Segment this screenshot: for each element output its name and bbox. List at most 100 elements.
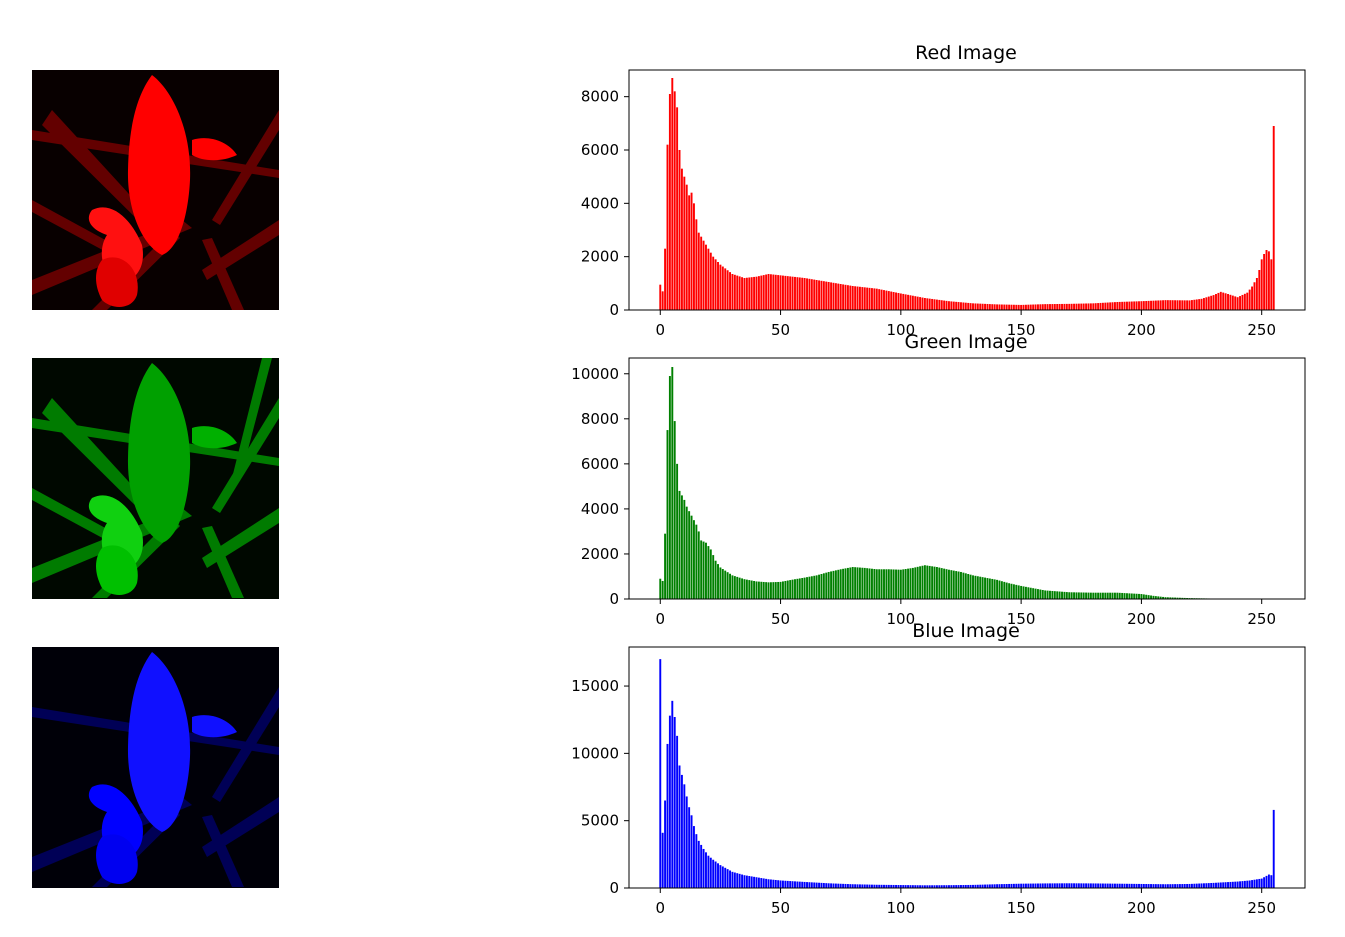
histogram-bar [757,581,760,599]
histogram-bar [755,581,758,599]
histogram-bar [1164,300,1167,310]
histogram-bar [688,807,691,888]
histogram-bar [1210,882,1213,888]
y-tick-label: 10000 [571,365,619,383]
histogram-bar [786,880,789,888]
histogram-bar [1039,883,1042,888]
histogram-bar [1027,587,1030,599]
histogram-bar [745,875,748,888]
histogram-bar [1159,884,1162,888]
histogram-bar [1217,882,1220,888]
histogram-bar [844,568,847,599]
histogram-bar [830,883,833,888]
histogram-bar [1070,883,1073,888]
histogram-bar [1012,883,1015,888]
histogram-bar [1133,883,1136,888]
histogram-bar [798,277,801,310]
histogram-bar [844,883,847,888]
histogram-bar [1015,304,1018,310]
histogram-bar [837,569,840,599]
histogram-bar [1176,300,1179,310]
histogram-bar [731,575,734,599]
histogram-bar [1130,883,1133,888]
histogram-bar [1178,597,1181,599]
histogram-bar [755,276,758,310]
histogram-bar [683,176,686,310]
histogram-bar [1159,596,1162,599]
histogram-bar [1150,884,1152,888]
histogram-bar [700,844,703,888]
histogram-bar [705,244,707,310]
x-tick-label: 50 [771,899,790,917]
histogram-bar [794,579,796,599]
histogram-bar [890,884,893,888]
x-tick-label: 0 [656,610,666,628]
histogram-bar [1215,882,1217,888]
histogram-bar [709,857,712,888]
histogram-bar [979,576,982,599]
y-tick-label: 6000 [581,455,619,473]
histogram-bar [1056,883,1059,888]
histogram-bar [1056,591,1059,599]
histogram-bar [772,582,775,599]
histogram-bar [1116,592,1119,599]
histogram-bar [1015,883,1018,888]
histogram-bar [1092,592,1095,599]
histogram-bar [878,569,881,599]
histogram-bar [719,865,722,888]
histogram-bar [702,541,705,599]
histogram-bar [938,885,941,888]
histogram-bar [784,275,787,310]
histogram-bar [919,885,922,888]
histogram-bar [738,276,741,310]
histogram-bar [1003,581,1006,599]
histogram-bar [883,290,885,310]
histogram-bar [842,284,845,310]
histogram-bar [779,880,782,888]
histogram-bar [1162,884,1165,888]
histogram-bar [976,576,979,599]
histogram-bar [1159,300,1162,310]
histogram-bar [854,567,857,599]
histogram-bar [981,303,984,310]
histogram-bar [1049,304,1051,310]
histogram-bar [726,869,729,888]
histogram-bar [895,884,897,888]
histogram-bar [945,569,948,599]
histogram-bar [878,884,881,888]
histogram-bar [1246,292,1249,310]
histogram-bar [1106,883,1109,888]
histogram-bar [813,575,816,599]
histogram-bar [1263,254,1266,310]
histogram-bar [849,884,852,888]
histogram-bar [813,279,816,310]
histogram-bar [892,292,895,310]
histogram-bar [996,579,999,599]
x-tick-label: 100 [887,610,916,628]
histogram-bar [709,252,712,310]
histogram-bar [919,297,922,310]
histogram-bar [750,277,753,310]
histogram-bar [1032,883,1035,888]
histogram-bar [1089,883,1092,888]
histogram-bar [685,184,688,310]
histogram-bar [1101,302,1104,310]
histogram-bar [1024,586,1027,599]
histogram-bar [692,203,695,310]
histogram-bar [700,236,703,310]
histogram-bar [690,815,693,888]
histogram-bar [1087,303,1090,310]
histogram-bar [1272,126,1275,310]
histogram-bar [1017,304,1020,310]
x-tick-label: 50 [771,321,790,339]
histogram-bar [1176,884,1179,888]
histogram-bar [861,287,864,310]
histogram-bar [757,877,760,888]
histogram-bar [1154,300,1157,310]
histogram-bar [1037,883,1039,888]
histogram-bar [827,282,830,310]
chart-title: Red Image [915,42,1017,64]
histogram-bar [931,885,934,888]
histogram-bar [707,855,710,888]
histogram-bar [1039,589,1042,599]
